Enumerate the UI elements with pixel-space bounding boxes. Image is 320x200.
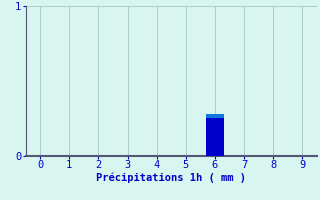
Bar bbox=[206, 118, 224, 156]
X-axis label: Précipitations 1h ( mm ): Précipitations 1h ( mm ) bbox=[96, 173, 246, 183]
Bar bbox=[206, 114, 224, 118]
